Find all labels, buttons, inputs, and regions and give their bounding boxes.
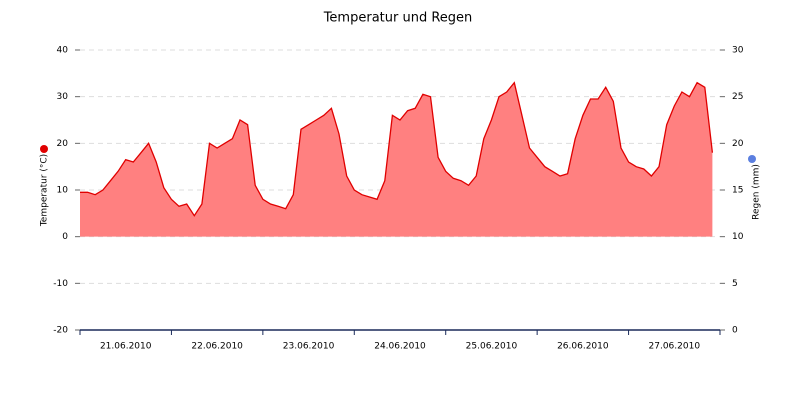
y2-tick-label: 10 [732, 232, 744, 242]
y-tick-label: 30 [57, 92, 69, 102]
y2-tick-label: 25 [732, 92, 743, 102]
x-tick-label: 27.06.2010 [649, 342, 701, 352]
y2-tick-label: 5 [732, 279, 738, 289]
y2-tick-label: 30 [732, 46, 744, 56]
y-tick-label: -20 [53, 326, 68, 336]
y2-tick-label: 15 [732, 186, 743, 196]
legend-marker [40, 145, 48, 153]
y-axis-title: Temperatur (°C) [40, 154, 50, 227]
y-tick-label: 20 [57, 139, 69, 149]
area [80, 82, 713, 237]
y2-tick-label: 0 [732, 326, 738, 336]
y-tick-label: 40 [57, 46, 69, 56]
x-tick-label: 23.06.2010 [283, 342, 335, 352]
x-tick-label: 24.06.2010 [374, 342, 426, 352]
x-tick-label: 22.06.2010 [191, 342, 243, 352]
y-tick-label: 10 [57, 186, 69, 196]
y2-axis-title: Regen (mm) [752, 164, 762, 220]
y2-tick-label: 20 [732, 139, 744, 149]
legend-marker [748, 155, 756, 163]
y-tick-label: 0 [62, 232, 68, 242]
x-tick-label: 26.06.2010 [557, 342, 609, 352]
line [80, 81, 714, 217]
x-tick-label: 21.06.2010 [100, 342, 152, 352]
chart-title: Temperatur und Regen [323, 11, 473, 26]
x-tick-label: 25.06.2010 [466, 342, 518, 352]
y-tick-label: -10 [53, 279, 68, 289]
